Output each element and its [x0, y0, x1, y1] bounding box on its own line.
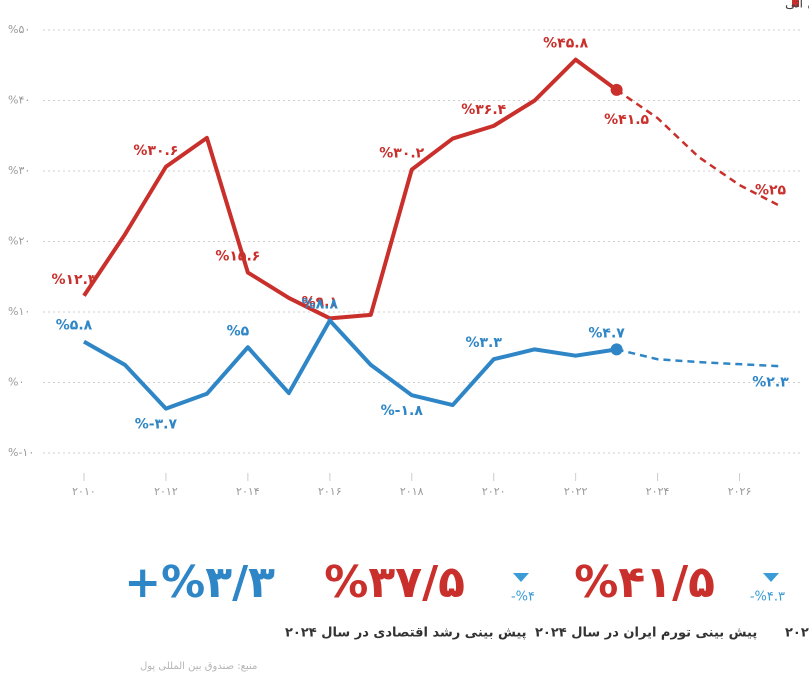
stat-change: -%۴ — [511, 590, 535, 605]
data-label: %۲۵ — [755, 182, 787, 198]
stat-caption: پیش بینی تورم ایران در سال ۲۰۲۴ — [535, 626, 757, 641]
y-tick-label: %۵۰ — [8, 23, 30, 36]
x-tick-label: ۲۰۲۰ — [482, 485, 506, 498]
series-line — [82, 318, 617, 411]
data-label: %-۳.۷ — [135, 417, 178, 433]
data-label: %۳۰.۲ — [379, 146, 424, 162]
stat-value: +%۳/۳ — [124, 557, 275, 608]
data-label: %۳.۳ — [465, 335, 502, 351]
x-tick-label: ۲۰۱۲ — [154, 485, 178, 498]
data-label: %۴.۷ — [588, 325, 625, 341]
x-tick-label: ۲۰۱۸ — [400, 485, 424, 498]
stat-change: -%۴.۳ — [750, 590, 785, 605]
down-arrow — [763, 573, 779, 582]
y-tick-label: %۱۰ — [8, 305, 30, 318]
series-line — [82, 57, 618, 321]
forecast-line — [615, 88, 782, 208]
forecast-line — [616, 348, 781, 368]
data-label: %-۱.۸ — [381, 403, 424, 419]
x-tick-label: ۲۰۲۶ — [728, 485, 752, 498]
data-label: %۲.۳ — [752, 374, 789, 390]
forecast-point — [610, 83, 623, 96]
data-label: %۹.۱ — [302, 294, 338, 310]
stat-value: %۳۷/۵ — [324, 557, 465, 608]
data-label: %۳۰.۶ — [133, 143, 178, 159]
x-tick-label: ۲۰۲۴ — [646, 485, 670, 498]
y-tick-label: %-۱۰ — [8, 446, 34, 459]
data-label: %۱۲.۳ — [51, 272, 96, 288]
data-label: %۴۱.۵ — [604, 112, 649, 128]
x-tick-label: ۲۰۱۶ — [318, 485, 342, 498]
x-tick-label: ۲۰۱۴ — [236, 485, 260, 498]
y-tick-label: %۳۰ — [8, 164, 30, 177]
data-label: %۱۵.۶ — [215, 249, 260, 265]
stat-caption: پیش بینی رشد اقتصادی در سال ۲۰۲۴ — [285, 626, 527, 641]
y-tick-label: %۴۰ — [8, 94, 30, 107]
x-tick-label: ۲۰۲۲ — [564, 485, 588, 498]
y-tick-label: %۰ — [8, 376, 24, 389]
title-bullet — [792, 0, 799, 7]
forecast-point — [610, 343, 623, 356]
data-label: %۵ — [227, 323, 250, 339]
down-arrow — [513, 573, 529, 582]
stat-caption: تورم ایران در سال ۲۰۲۳ — [785, 626, 809, 641]
data-label: %۵.۸ — [56, 318, 93, 334]
data-label: %۸.۸ — [302, 296, 339, 312]
source: منبع: صندوق بین المللی پول — [140, 661, 257, 672]
y-tick-label: %۲۰ — [8, 235, 30, 248]
x-tick-label: ۲۰۱۰ — [72, 485, 96, 498]
data-label: %۴۵.۸ — [543, 36, 588, 52]
stat-value: %۴۱/۵ — [574, 557, 715, 608]
data-label: %۳۶.۴ — [461, 102, 506, 118]
chart-title: نرخ تورم و رشد اقتصادی ایران در ۱۲ سال ا… — [785, 0, 809, 12]
